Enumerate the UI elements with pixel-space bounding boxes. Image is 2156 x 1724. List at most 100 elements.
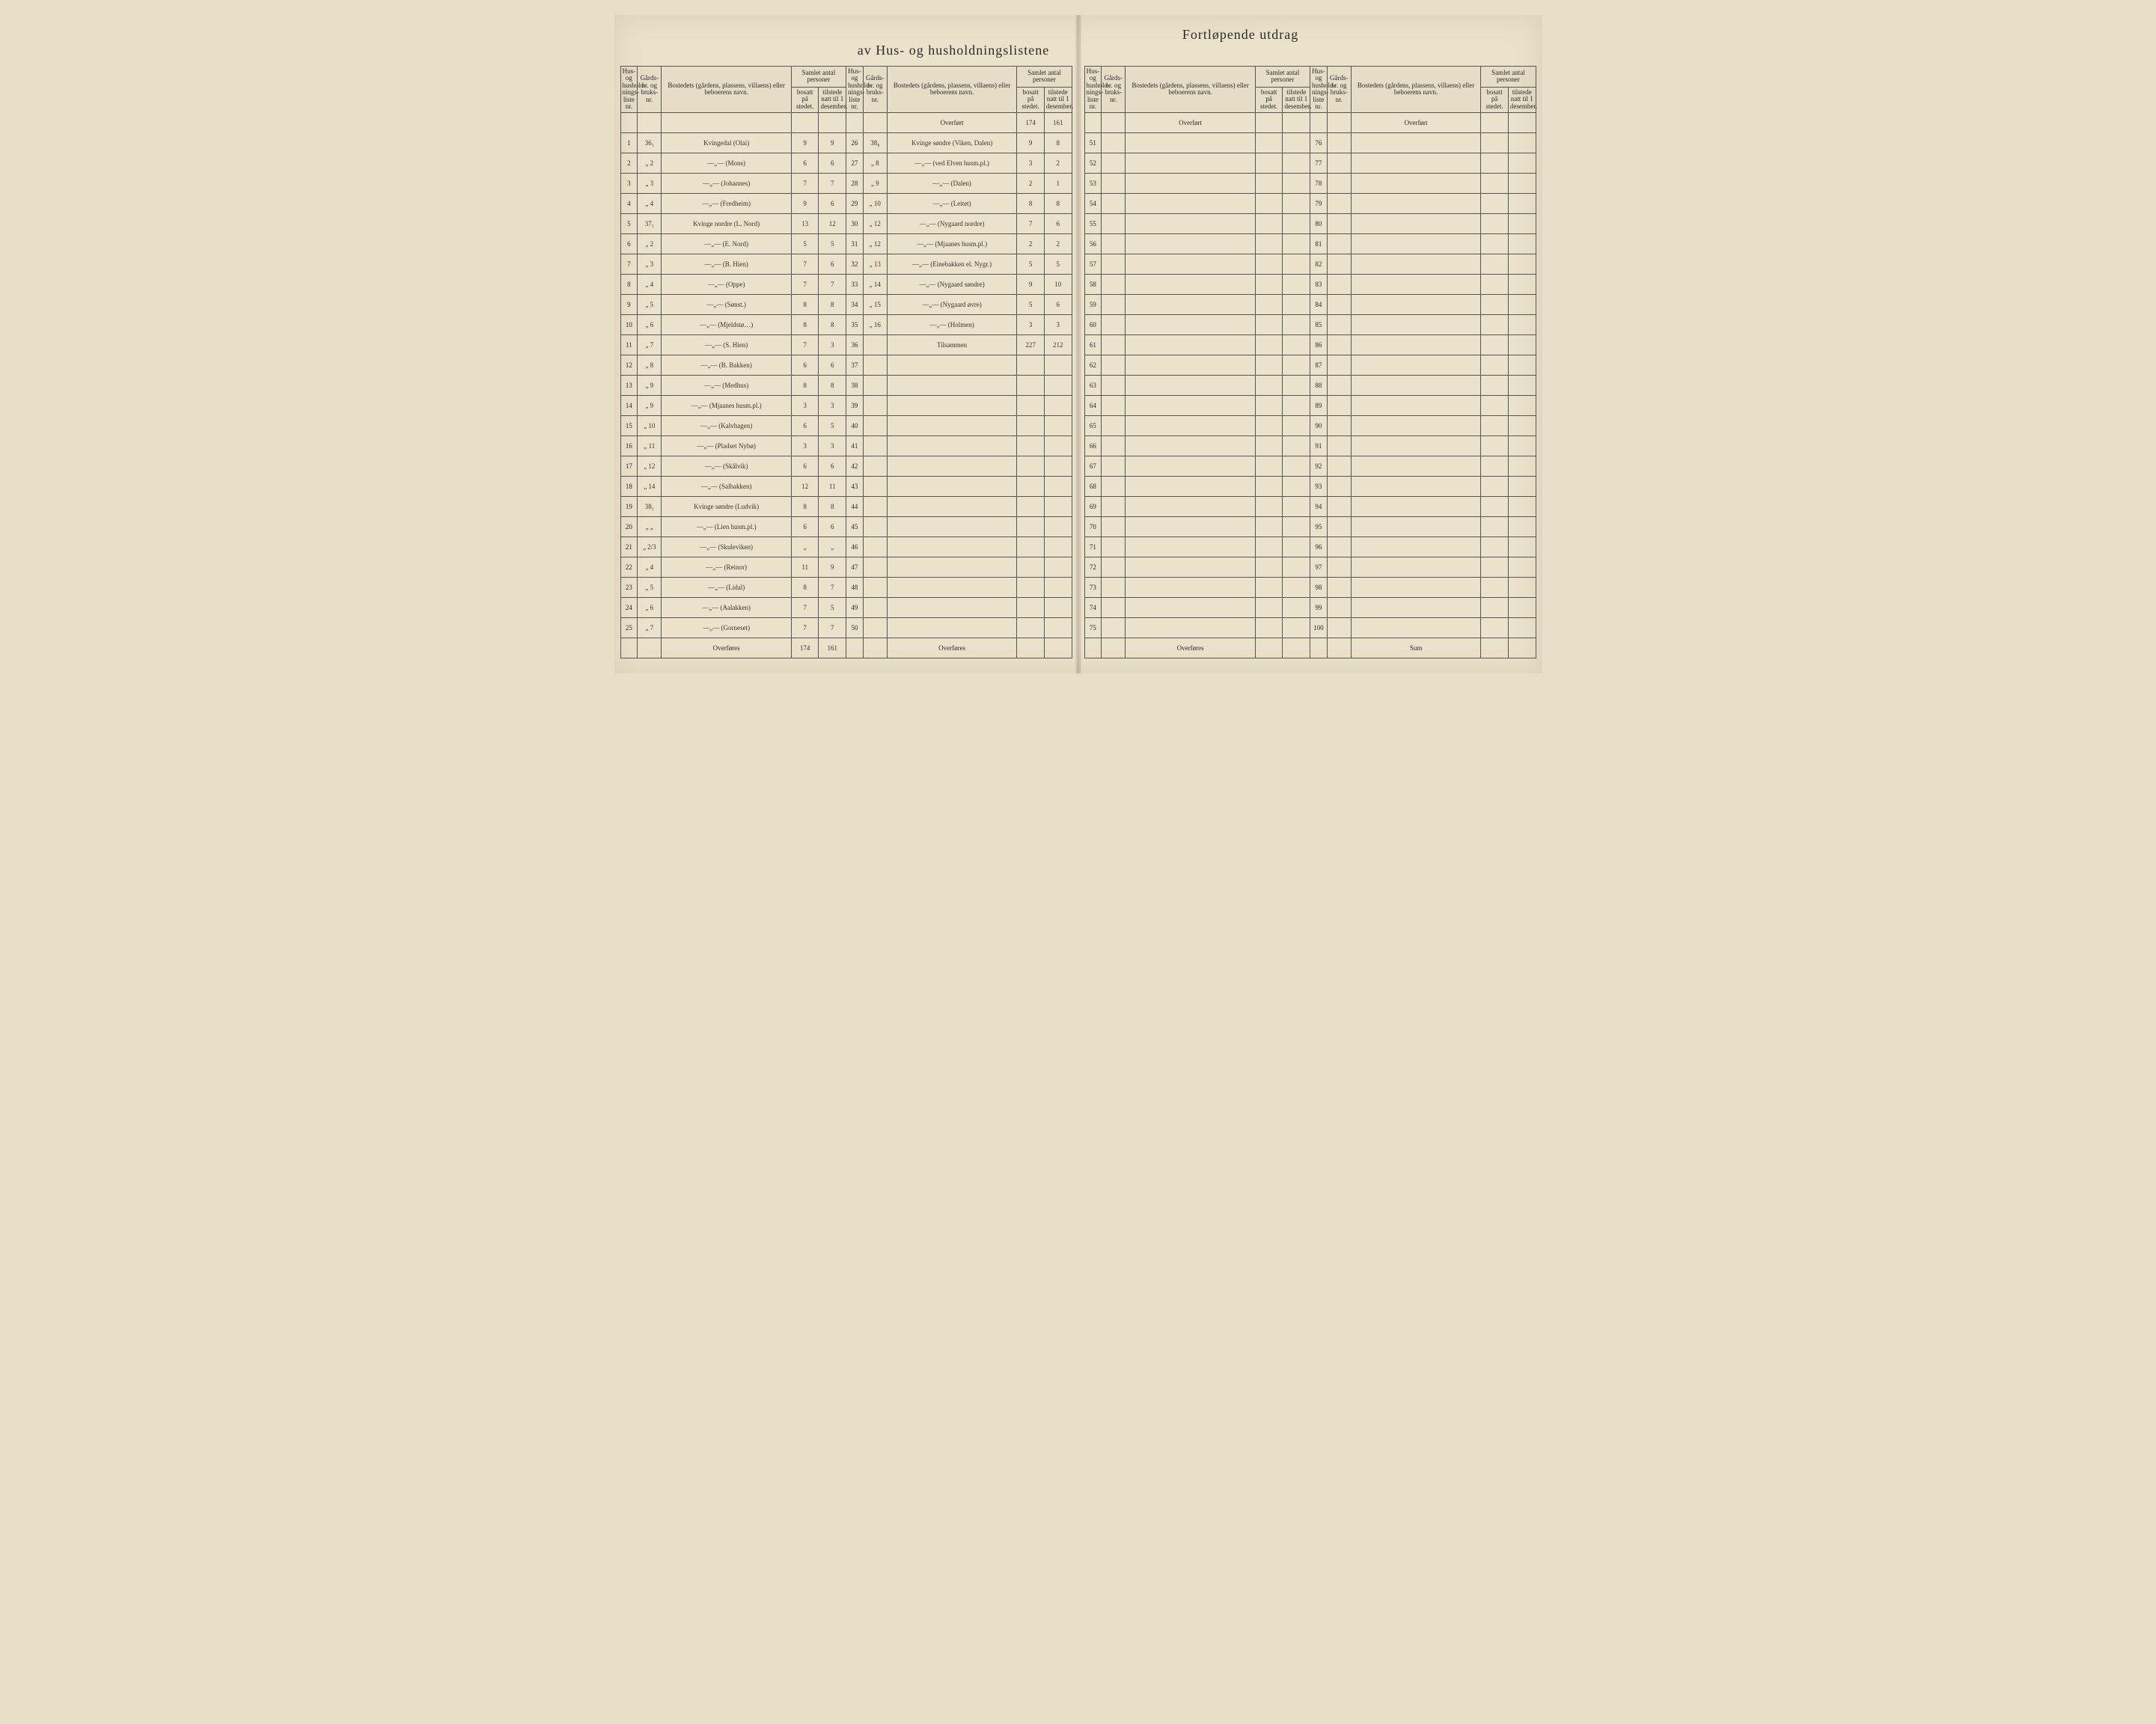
table-row: 4„ 4 —„— (Fredheim) 96 29„ 10—„— (Leitet…: [620, 193, 1072, 213]
row-t: [1508, 173, 1536, 193]
table-row: 61 86: [1084, 334, 1536, 355]
row-n: 38: [846, 375, 863, 395]
row-n: 73: [1084, 577, 1102, 597]
hdr-samlet: Samlet antal personer: [1481, 67, 1536, 88]
row-b: 9: [791, 132, 819, 153]
row-t: [1508, 193, 1536, 213]
row-n: 90: [1310, 415, 1327, 435]
row-name: —„— (Gorneset): [662, 617, 792, 638]
row-g: „ 14: [638, 476, 662, 496]
row-g: „ 9: [863, 173, 887, 193]
row-t: 9: [819, 557, 846, 577]
hdr-bosted: Bostedets (gårdens, plassens, villaens) …: [662, 67, 792, 113]
row-t: [1283, 476, 1310, 496]
row-n: 27: [846, 153, 863, 173]
row-name: —„— (Johannes): [662, 173, 792, 193]
row-n: 91: [1310, 435, 1327, 456]
row-b: 8: [791, 294, 819, 314]
row-name: [1126, 375, 1256, 395]
row-n: 37: [846, 355, 863, 375]
hdr-tilstede: tilstede natt til 1 desember.: [1044, 87, 1072, 112]
row-name: —„— (B. Bakken): [662, 355, 792, 375]
row-name: —„— (Nygaard nordre): [887, 213, 1017, 233]
row-g: [1102, 173, 1126, 193]
hdr-gard: Gårds-nr. og bruks-nr.: [1102, 67, 1126, 113]
row-b: 8: [791, 375, 819, 395]
row-g: [1327, 173, 1351, 193]
row-t: 8: [819, 294, 846, 314]
row-g: [863, 435, 887, 456]
row-b: [1255, 355, 1283, 375]
row-n: 67: [1084, 456, 1102, 476]
row-n: 68: [1084, 476, 1102, 496]
row-b: [1481, 456, 1509, 476]
row-n: 29: [846, 193, 863, 213]
row-t: [1283, 375, 1310, 395]
row-name: [1126, 254, 1256, 274]
table-row: 56 81: [1084, 233, 1536, 254]
row-g: [1327, 557, 1351, 577]
row-t: [1508, 314, 1536, 334]
row-b: [1017, 355, 1045, 375]
row-t: [1508, 435, 1536, 456]
cell: [638, 638, 662, 658]
cell: [662, 112, 792, 132]
overfort-label: Overført: [887, 112, 1017, 132]
row-b: 7: [791, 597, 819, 617]
row-g: [863, 355, 887, 375]
row-n: 95: [1310, 516, 1327, 537]
row-g: [1102, 314, 1126, 334]
row-t: [1283, 355, 1310, 375]
row-g: [1102, 213, 1126, 233]
row-n: 79: [1310, 193, 1327, 213]
table-row: 69 94: [1084, 496, 1536, 516]
table-row: 2„ 2 —„— (Mons) 66 27„ 8—„— (ved Elven h…: [620, 153, 1072, 173]
row-b: „: [791, 537, 819, 557]
row-n: 77: [1310, 153, 1327, 173]
row-n: 47: [846, 557, 863, 577]
row-t: [1508, 274, 1536, 294]
row-name: [1351, 233, 1481, 254]
row-b: [1481, 577, 1509, 597]
cell: [791, 112, 819, 132]
row-g: [1327, 415, 1351, 435]
row-name: —„— (Lien husm.pl.): [662, 516, 792, 537]
row-t: [1283, 274, 1310, 294]
row-t: 7: [819, 173, 846, 193]
row-t: 6: [819, 153, 846, 173]
row-n: 36: [846, 334, 863, 355]
row-t: [1283, 314, 1310, 334]
row-b: 5: [1017, 294, 1045, 314]
row-name: —„— (S. Hien): [662, 334, 792, 355]
table-row: 1938₁ Kvinge søndre (Ludvik) 88 44: [620, 496, 1072, 516]
cell: [620, 638, 638, 658]
row-g: [863, 577, 887, 597]
row-g: [1327, 395, 1351, 415]
row-t: [1283, 456, 1310, 476]
row-g: [863, 557, 887, 577]
row-n: 40: [846, 415, 863, 435]
row-n: 45: [846, 516, 863, 537]
row-t: [1508, 294, 1536, 314]
row-name: Kvinge søndre (Ludvik): [662, 496, 792, 516]
row-name: —„— (Aalakken): [662, 597, 792, 617]
row-n: 52: [1084, 153, 1102, 173]
row-t: [1044, 435, 1072, 456]
row-b: 2: [1017, 173, 1045, 193]
row-n: 18: [620, 476, 638, 496]
row-name: [1126, 153, 1256, 173]
row-n: 43: [846, 476, 863, 496]
row-g: [863, 597, 887, 617]
cell: [1283, 638, 1310, 658]
row-t: 6: [1044, 213, 1072, 233]
row-g: „ 13: [863, 254, 887, 274]
row-b: 3: [1017, 314, 1045, 334]
row-t: 3: [819, 435, 846, 456]
hdr-tilstede: tilstede natt til 1 desember.: [1508, 87, 1536, 112]
row-b: [1481, 213, 1509, 233]
row-name: [1126, 496, 1256, 516]
row-b: [1017, 476, 1045, 496]
overfores-label: Overføres: [662, 638, 792, 658]
row-n: 19: [620, 496, 638, 516]
row-b: [1255, 254, 1283, 274]
